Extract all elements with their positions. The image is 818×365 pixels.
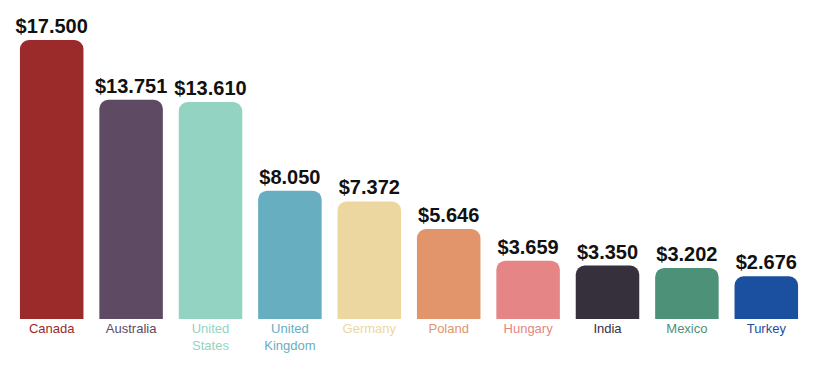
svg-text:UnitedKingdom: UnitedKingdom: [264, 321, 315, 353]
svg-text:$5.646: $5.646: [418, 204, 479, 226]
svg-text:$8.050: $8.050: [259, 166, 320, 188]
svg-text:Mexico: Mexico: [666, 321, 707, 336]
svg-text:$3.202: $3.202: [656, 243, 717, 265]
svg-text:Germany: Germany: [343, 321, 397, 336]
svg-text:$17.500: $17.500: [16, 15, 88, 37]
svg-text:Turkey: Turkey: [747, 321, 787, 336]
svg-text:$7.372: $7.372: [339, 176, 400, 198]
svg-text:UnitedStates: UnitedStates: [192, 321, 230, 353]
svg-text:Hungary: Hungary: [504, 321, 554, 336]
svg-text:Australia: Australia: [106, 321, 157, 336]
svg-text:India: India: [593, 321, 622, 336]
svg-text:Canada: Canada: [29, 321, 75, 336]
svg-text:$13.751: $13.751: [95, 75, 167, 97]
svg-text:$13.610: $13.610: [174, 77, 246, 99]
svg-text:$3.350: $3.350: [577, 241, 638, 263]
svg-text:$2.676: $2.676: [736, 251, 797, 273]
svg-text:Poland: Poland: [428, 321, 468, 336]
svg-text:$3.659: $3.659: [498, 236, 559, 258]
